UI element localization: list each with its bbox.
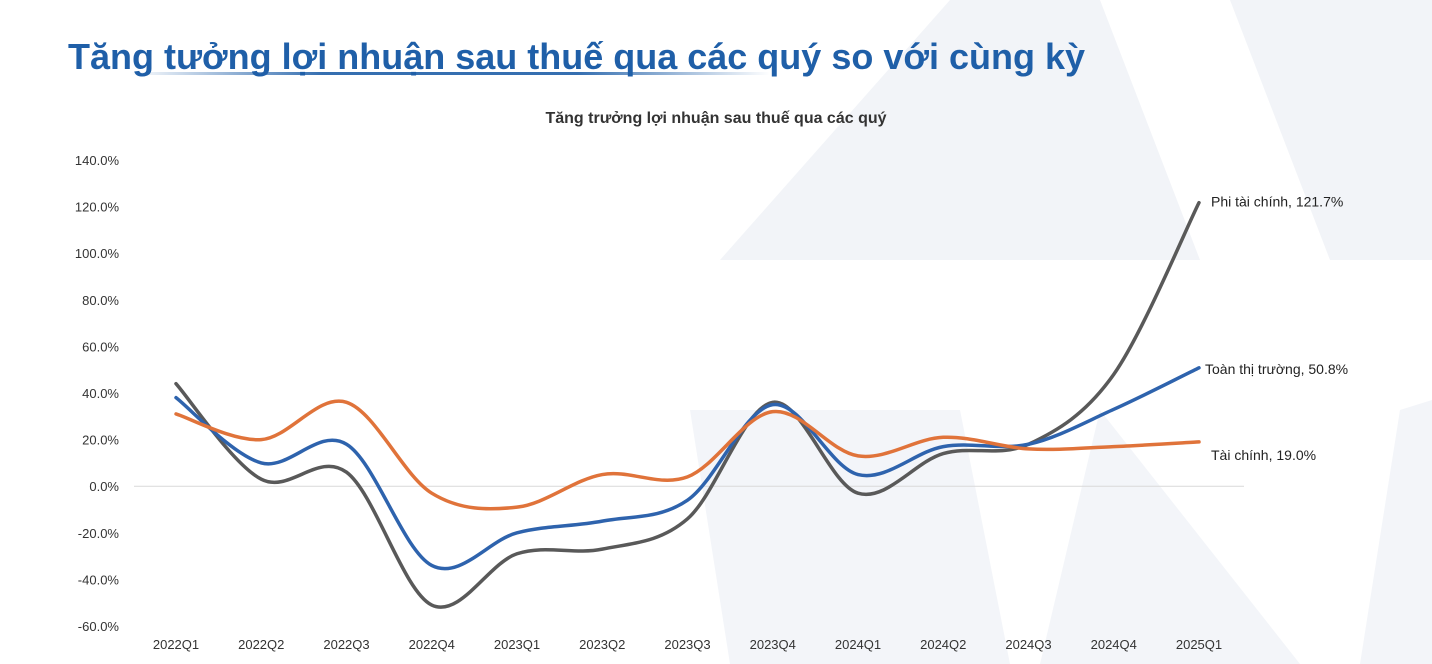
x-tick-label: 2022Q1: [153, 637, 199, 652]
x-tick-label: 2023Q2: [579, 637, 625, 652]
x-tick-label: 2025Q1: [1176, 637, 1222, 652]
y-tick-label: 60.0%: [82, 339, 119, 354]
y-axis: 140.0% 120.0% 100.0% 80.0% 60.0% 40.0% 20.0% 0.…: [75, 153, 1244, 634]
x-tick-label: 2023Q1: [494, 637, 540, 652]
y-tick-label: 100.0%: [75, 246, 120, 261]
y-tick-label: -20.0%: [78, 526, 120, 541]
series-line: [174, 399, 1201, 511]
y-tick-label: -60.0%: [78, 619, 120, 634]
series-end-label: Phi tài chính, 121.7%: [1211, 194, 1343, 210]
y-tick-label: 0.0%: [89, 479, 119, 494]
series-line: [174, 200, 1201, 609]
x-tick-label: 2024Q3: [1005, 637, 1051, 652]
title-underline: [130, 72, 770, 75]
y-tick-label: 20.0%: [82, 433, 119, 448]
y-tick-label: 80.0%: [82, 293, 119, 308]
y-tick-label: 120.0%: [75, 200, 120, 215]
x-tick-label: 2022Q3: [323, 637, 369, 652]
x-tick-label: 2024Q1: [835, 637, 881, 652]
series-end-label: Tài chính, 19.0%: [1211, 447, 1316, 463]
page-title: Tăng tưởng lợi nhuận sau thuế qua các qu…: [68, 36, 1085, 77]
y-tick-label: 140.0%: [75, 153, 120, 168]
y-tick-label: -40.0%: [78, 572, 120, 587]
x-axis: 2022Q1 2022Q2 2022Q3 2022Q4 2023Q1 2023Q2 2023…: [153, 637, 1222, 652]
x-tick-label: 2022Q2: [238, 637, 284, 652]
series-line: [174, 366, 1201, 571]
x-tick-label: 2023Q3: [664, 637, 710, 652]
x-tick-label: 2023Q4: [750, 637, 796, 652]
x-tick-label: 2022Q4: [409, 637, 455, 652]
x-tick-label: 2024Q2: [920, 637, 966, 652]
series-end-label: Toàn thị trường, 50.8%: [1205, 361, 1348, 377]
x-tick-label: 2024Q4: [1091, 637, 1137, 652]
series-labels: Phi tài chính, 121.7% Toàn thị trường, 50…: [1205, 194, 1348, 463]
y-tick-label: 40.0%: [82, 386, 119, 401]
chart-title: Tăng trưởng lợi nhuận sau thuế qua các q…: [545, 110, 886, 127]
series-lines: [174, 200, 1201, 609]
